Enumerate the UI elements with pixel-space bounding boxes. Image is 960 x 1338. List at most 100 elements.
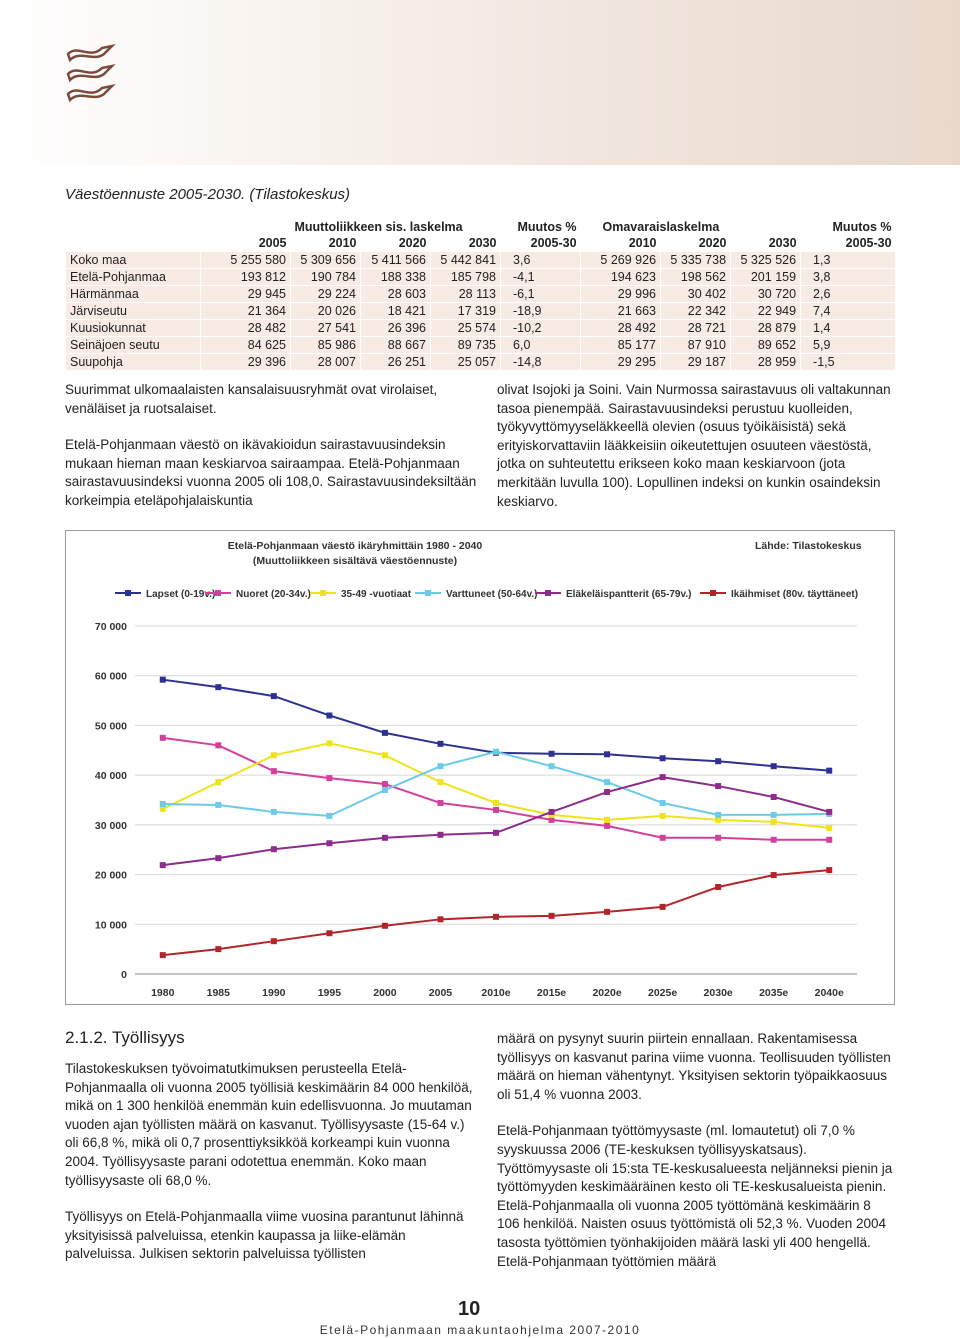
- column-header: 2020: [398, 236, 427, 250]
- data-point: [437, 763, 444, 770]
- data-point: [493, 913, 499, 920]
- table-caption: Väestöennuste 2005-2030. (Tilastokeskus): [65, 186, 351, 203]
- paragraph: olivat Isojoki ja Soini. Vain Nurmossa s…: [497, 382, 891, 509]
- table-group-header: Muuttoliikkeen sis. laskelma Muutos % Omav…: [66, 219, 896, 235]
- data-point: [548, 750, 555, 757]
- logo: [66, 43, 116, 103]
- data-point: [715, 834, 722, 841]
- chart: Etelä-Pohjanmaan väestö ikäryhmittäin 19…: [65, 530, 895, 1005]
- column-header: 2005: [258, 236, 287, 250]
- data-point: [159, 805, 166, 812]
- y-tick-label: 70 000: [95, 621, 127, 633]
- cell: 198 562: [660, 268, 732, 286]
- data-point: [381, 787, 388, 794]
- cell: 28 113: [429, 285, 502, 303]
- cell: 22 949: [730, 302, 802, 320]
- data-point: [326, 775, 333, 782]
- chart-subtitle: (Muuttoliikkeen sisältävä väestöennuste): [253, 555, 457, 567]
- cell: 201 159: [730, 268, 802, 286]
- data-point: [493, 806, 499, 813]
- chart-title: Etelä-Pohjanmaan väestö ikäryhmittäin 19…: [228, 540, 483, 552]
- data-point: [715, 816, 722, 823]
- table-column-header: 2005 2010 2020 2030 2005-30 2010 2020 2030 2005-…: [66, 235, 896, 252]
- cell: 5,9: [800, 336, 897, 354]
- row-label: Härmänmaa: [65, 285, 201, 303]
- cell: 85 986: [290, 336, 361, 354]
- y-tick-label: 10 000: [95, 919, 127, 931]
- cell: 26 396: [360, 319, 431, 337]
- cell: 28 603: [360, 285, 431, 303]
- data-point: [326, 812, 333, 819]
- cell: 89 652: [730, 336, 802, 354]
- cell: 25 057: [429, 353, 502, 371]
- column-header: 2010: [328, 236, 357, 250]
- y-tick-label: 50 000: [95, 720, 127, 732]
- cell: 5 255 580: [200, 251, 291, 269]
- data-point: [437, 799, 444, 806]
- cell: 29 224: [290, 285, 361, 303]
- data-point: [826, 808, 833, 815]
- cell: 190 784: [290, 268, 361, 286]
- x-tick-label: 1995: [318, 987, 342, 999]
- data-point: [381, 834, 388, 841]
- text-column: olivat Isojoki ja Soini. Vain Nurmossa s…: [497, 381, 893, 529]
- data-point: [270, 752, 277, 759]
- legend-label: Eläkeläispantterit (65-79v.): [566, 589, 691, 600]
- cell: 5 411 566: [360, 251, 431, 269]
- paragraph: Tilastokeskuksen työvoimatutkimuksen per…: [65, 1061, 473, 1188]
- page-number: 10: [458, 1298, 481, 1320]
- paragraph: Työllisyys on Etelä-Pohjanmaalla viime v…: [65, 1209, 464, 1262]
- group-header: Muutos %: [517, 220, 577, 234]
- text-column: Suurimmat ulkomaalaisten kansalaisuusryh…: [65, 381, 477, 529]
- data-point: [715, 884, 722, 890]
- data-point: [604, 751, 611, 758]
- cell: 89 735: [429, 336, 502, 354]
- cell: 28 959: [730, 353, 802, 371]
- cell: 88 667: [360, 336, 431, 354]
- data-point: [270, 938, 277, 945]
- data-point: [604, 779, 611, 786]
- table-row: Suupohja 29 396 28 007 26 251 25 057 -14,8 29 …: [65, 353, 897, 371]
- row-label: Kuusiokunnat: [65, 319, 201, 337]
- legend-label: Ikäihmiset (80v. täyttäneet): [731, 589, 858, 600]
- data-point: [159, 676, 166, 683]
- data-point: [326, 840, 333, 847]
- cell: [66, 235, 201, 252]
- data-point: [659, 903, 666, 910]
- cell: 7,4: [800, 302, 897, 320]
- data-point: [770, 872, 777, 879]
- data-point: [159, 952, 166, 959]
- x-tick-label: 2040e: [815, 987, 844, 999]
- y-tick-label: 20 000: [95, 870, 127, 882]
- data-point: [215, 946, 222, 953]
- cell: 20 026: [290, 302, 361, 320]
- cell: [66, 219, 201, 235]
- row-label: Seinäjoen seutu: [65, 336, 201, 354]
- cell: 185 798: [429, 268, 502, 286]
- cell: 3,8: [800, 268, 897, 286]
- legend-label: Varttuneet (50-64v.): [446, 589, 538, 600]
- cell: 6,0: [500, 336, 582, 354]
- data-point: [215, 684, 222, 691]
- cell: 18 421: [360, 302, 431, 320]
- column-header: 2005-30: [530, 236, 577, 250]
- legend-marker: [545, 590, 551, 596]
- y-tick-label: 40 000: [95, 770, 127, 782]
- cell: 193 812: [200, 268, 291, 286]
- cell: 188 338: [360, 268, 431, 286]
- data-point: [826, 767, 833, 774]
- x-tick-label: 2035e: [759, 987, 788, 999]
- group-header: Omavaraislaskelma: [602, 220, 720, 234]
- data-point: [715, 758, 722, 765]
- data-point: [659, 799, 666, 806]
- y-tick-label: 60 000: [95, 671, 127, 683]
- y-tick-label: 30 000: [95, 820, 127, 832]
- data-point: [159, 800, 166, 807]
- table-row: Seinäjoen seutu 84 625 85 986 88 667 89 735 6…: [65, 336, 897, 354]
- data-point: [604, 789, 611, 796]
- legend-label: Nuoret (20-34v.): [236, 589, 311, 600]
- data-point: [715, 811, 722, 818]
- cell: -4,1: [500, 268, 582, 286]
- x-tick-label: 2025e: [648, 987, 677, 999]
